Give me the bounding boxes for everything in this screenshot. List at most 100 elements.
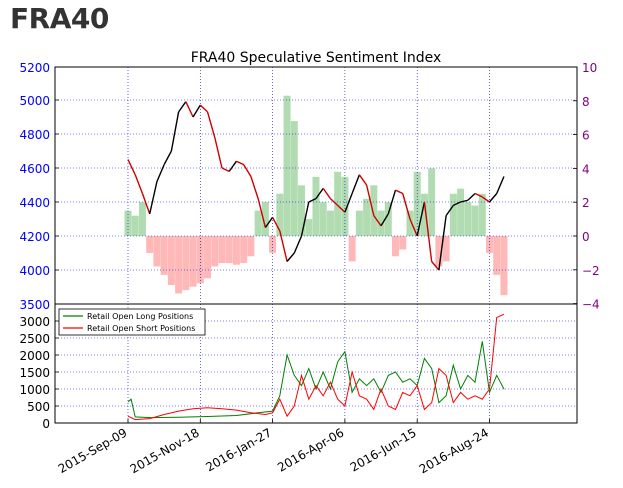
right-tick-label: −4 bbox=[582, 298, 600, 312]
price-segment bbox=[396, 190, 403, 193]
sentiment-bar bbox=[457, 189, 464, 236]
left-tick-label: 3500 bbox=[19, 298, 50, 312]
sentiment-bar bbox=[370, 185, 377, 236]
legend-label-long: Retail Open Long Positions bbox=[87, 312, 193, 321]
left-tick-label: 4800 bbox=[19, 128, 50, 142]
right-tick-label: 6 bbox=[582, 129, 590, 143]
sentiment-bar bbox=[132, 216, 139, 236]
price-segment bbox=[251, 177, 258, 199]
lower-left-axis: 0 500 1000 1500 2000 2500 3000 bbox=[19, 315, 59, 431]
sentiment-bar bbox=[312, 177, 319, 236]
sentiment-bar bbox=[204, 236, 211, 278]
price-segment bbox=[403, 194, 410, 220]
left-tick-label: 5000 bbox=[19, 94, 50, 108]
right-tick-label: −2 bbox=[582, 264, 600, 278]
price-segment bbox=[128, 160, 135, 175]
sentiment-bar bbox=[218, 236, 225, 263]
lower-tick-label: 2000 bbox=[19, 349, 50, 363]
left-tick-label: 4600 bbox=[19, 162, 50, 176]
price-segment bbox=[236, 161, 243, 164]
price-segment bbox=[323, 188, 330, 198]
price-segment bbox=[208, 112, 215, 137]
price-segment bbox=[164, 151, 171, 165]
sentiment-bar bbox=[428, 168, 435, 236]
right-tick-label: 8 bbox=[582, 95, 590, 109]
lower-tick-label: 3000 bbox=[19, 315, 50, 329]
sentiment-bar bbox=[226, 236, 233, 263]
price-segment bbox=[490, 194, 497, 203]
sentiment-bar bbox=[392, 236, 399, 256]
sentiment-bar bbox=[472, 206, 479, 236]
price-segment bbox=[135, 175, 142, 194]
lower-tick-label: 1500 bbox=[19, 366, 50, 380]
sentiment-bar bbox=[450, 194, 457, 236]
lower-tick-label: 2500 bbox=[19, 332, 50, 346]
sentiment-bar bbox=[349, 236, 356, 261]
left-tick-label: 4000 bbox=[19, 264, 50, 278]
right-tick-label: 4 bbox=[582, 162, 590, 176]
x-tick-label: 2015-Nov-18 bbox=[128, 425, 202, 476]
price-segment bbox=[287, 253, 294, 262]
price-segment bbox=[200, 105, 207, 112]
price-segment bbox=[215, 137, 222, 168]
sentiment-bar bbox=[305, 219, 312, 236]
sentiment-bar bbox=[255, 211, 262, 236]
sentiment-bar bbox=[363, 199, 370, 236]
price-segment bbox=[229, 161, 236, 171]
right-tick-label: 2 bbox=[582, 196, 590, 210]
sentiment-bar bbox=[356, 211, 363, 236]
sentiment-bar bbox=[284, 96, 291, 236]
price-segment bbox=[179, 102, 186, 112]
lower-tick-label: 500 bbox=[27, 400, 50, 414]
sentiment-bar bbox=[190, 236, 197, 287]
sentiment-bar bbox=[240, 236, 247, 263]
price-segment bbox=[171, 112, 178, 151]
sentiment-bar bbox=[291, 121, 298, 236]
sentiment-bar bbox=[327, 211, 334, 236]
price-segment bbox=[352, 175, 359, 194]
price-segment bbox=[186, 102, 193, 117]
sentiment-bar bbox=[153, 236, 160, 266]
right-tick-label: 10 bbox=[582, 61, 597, 75]
sentiment-bar bbox=[139, 202, 146, 236]
sentiment-bar bbox=[399, 236, 406, 250]
left-tick-label: 4400 bbox=[19, 196, 50, 210]
legend-label-short: Retail Open Short Positions bbox=[87, 324, 195, 333]
left-tick-label: 4200 bbox=[19, 230, 50, 244]
sentiment-bar bbox=[320, 202, 327, 236]
price-segment bbox=[497, 177, 504, 194]
price-segment bbox=[468, 194, 475, 201]
lower-tick-label: 0 bbox=[42, 417, 50, 431]
sentiment-bar bbox=[500, 236, 507, 295]
x-tick-label: 2016-Jun-15 bbox=[348, 425, 419, 474]
x-tick-label: 2016-Aug-24 bbox=[417, 425, 491, 476]
price-segment bbox=[193, 105, 200, 117]
sentiment-bar bbox=[464, 202, 471, 236]
sentiment-bar bbox=[443, 236, 450, 261]
sentiment-bar bbox=[479, 194, 486, 236]
price-segment bbox=[359, 175, 366, 185]
sentiment-bar bbox=[182, 236, 189, 290]
legend: Retail Open Long Positions Retail Open S… bbox=[59, 309, 205, 335]
left-tick-label: 5200 bbox=[19, 61, 50, 75]
x-tick-label: 2015-Sep-09 bbox=[56, 425, 130, 476]
price-segment bbox=[150, 182, 157, 214]
price-segment bbox=[244, 165, 251, 177]
chart-title: FRA40 Speculative Sentiment Index bbox=[191, 50, 442, 66]
sentiment-bar bbox=[233, 236, 240, 265]
lower-tick-label: 1000 bbox=[19, 383, 50, 397]
price-segment bbox=[222, 168, 229, 171]
price-segment bbox=[157, 165, 164, 182]
sentiment-bar bbox=[247, 236, 254, 256]
sentiment-bar bbox=[161, 236, 168, 275]
x-tick-label: 2016-Jan-27 bbox=[203, 425, 274, 474]
sentiment-bar bbox=[146, 236, 153, 253]
sentiment-bar bbox=[168, 236, 175, 285]
price-segment bbox=[294, 236, 301, 253]
upper-left-axis: 3500 4000 4200 4400 4600 4800 5000 5200 bbox=[19, 61, 59, 312]
sentiment-bar bbox=[298, 185, 305, 236]
sentiment-bar bbox=[175, 236, 182, 293]
sentiment-bar bbox=[211, 236, 218, 266]
